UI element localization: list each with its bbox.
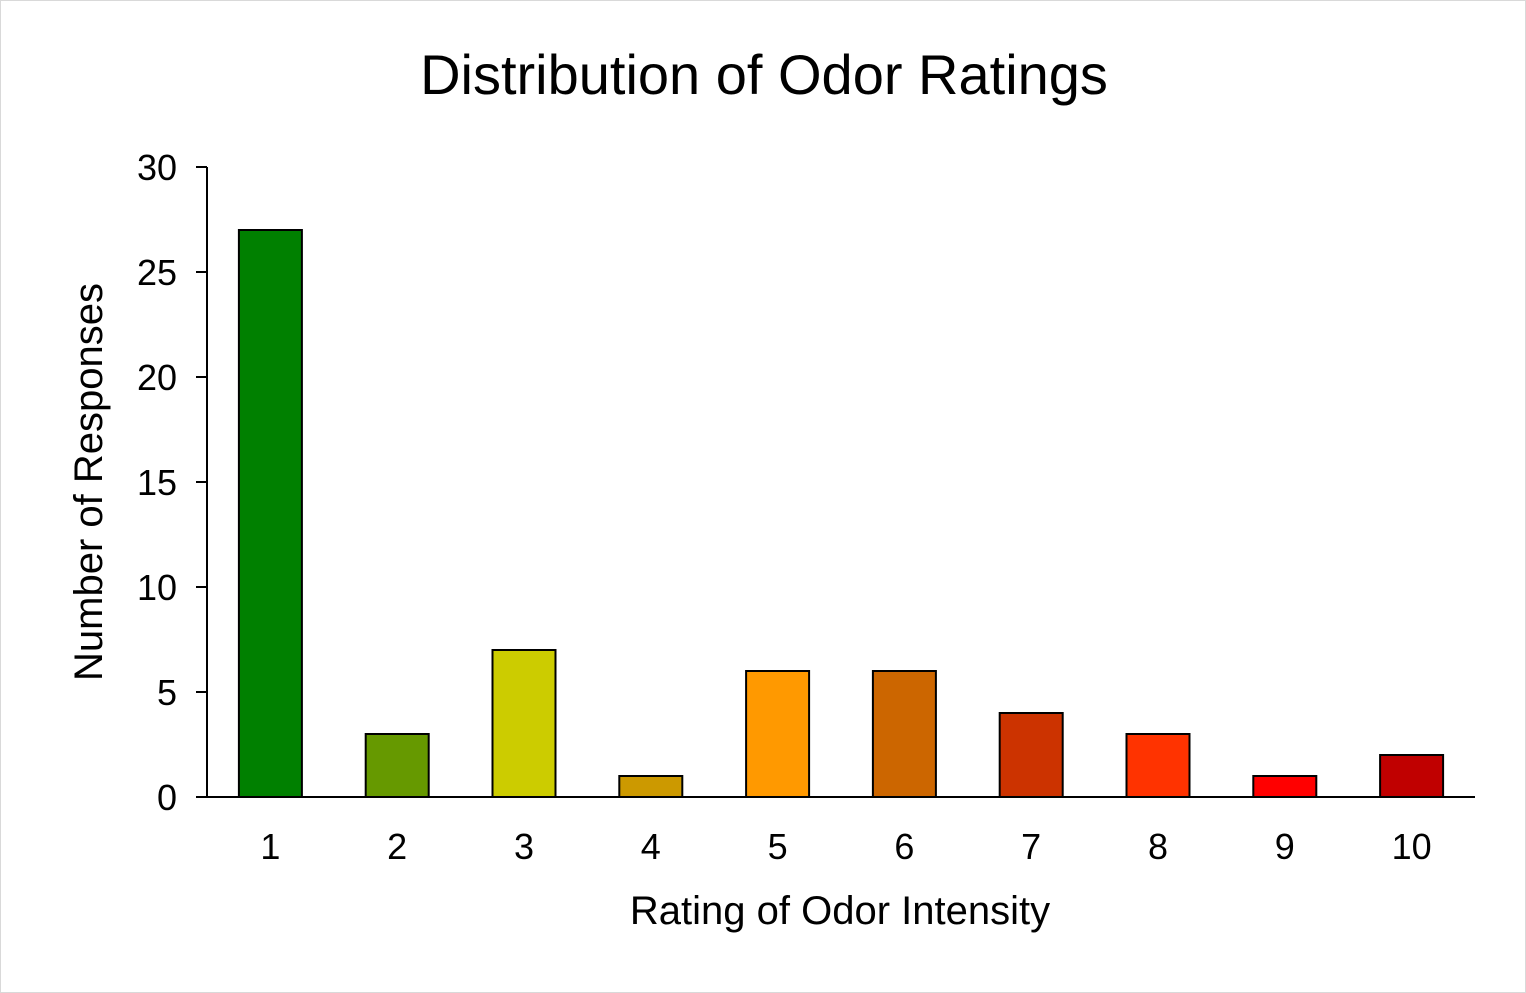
bar-10	[1379, 754, 1445, 798]
y-tick-label: 30	[137, 147, 177, 188]
bar-2	[364, 733, 430, 798]
bars	[237, 229, 1445, 798]
x-tick-label: 2	[387, 826, 407, 867]
bar-1	[237, 229, 303, 798]
bar-7	[998, 712, 1064, 798]
x-tick-label: 7	[1021, 826, 1041, 867]
bar-4	[618, 775, 684, 798]
y-tick-label: 0	[157, 777, 177, 818]
bar-5	[745, 670, 811, 798]
x-axis-label: Rating of Odor Intensity	[630, 889, 1050, 933]
y-tick-label: 10	[137, 567, 177, 608]
y-tick-label: 20	[137, 357, 177, 398]
y-axis-ticks: 0 5 10 15 20 25 30	[137, 147, 207, 818]
y-axis-label: Number of Responses	[67, 283, 111, 681]
y-tick-label: 5	[157, 672, 177, 713]
x-tick-label: 3	[514, 826, 534, 867]
bar-3	[491, 649, 557, 798]
x-tick-label: 6	[894, 826, 914, 867]
x-tick-label: 8	[1148, 826, 1168, 867]
y-tick-label: 25	[137, 252, 177, 293]
chart-title: Distribution of Odor Ratings	[420, 43, 1108, 106]
x-tick-label: 1	[260, 826, 280, 867]
x-tick-label: 4	[641, 826, 661, 867]
x-tick-label: 9	[1275, 826, 1295, 867]
bar-6	[871, 670, 937, 798]
bar-8	[1125, 733, 1191, 798]
x-tick-label: 10	[1392, 826, 1432, 867]
y-tick-label: 15	[137, 462, 177, 503]
bar-9	[1252, 775, 1318, 798]
x-tick-label: 5	[768, 826, 788, 867]
x-axis-ticks: 1 2 3 4 5 6 7 8 9 10	[260, 826, 1431, 867]
